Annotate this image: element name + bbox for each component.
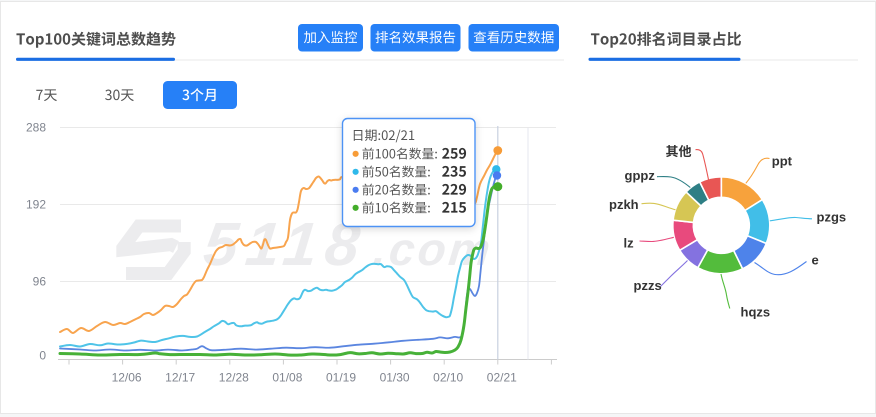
svg-text:192: 192: [26, 198, 46, 212]
svg-text:ppt: ppt: [772, 154, 793, 169]
svg-text:96: 96: [33, 275, 47, 289]
svg-text:288: 288: [26, 121, 46, 135]
svg-text:pzkh: pzkh: [609, 197, 639, 212]
svg-text:pzzs: pzzs: [634, 278, 662, 293]
svg-text:gppz: gppz: [625, 168, 656, 183]
svg-text:01/19: 01/19: [326, 371, 356, 385]
svg-text:lz: lz: [624, 236, 635, 251]
svg-text:12/17: 12/17: [165, 371, 195, 385]
svg-text:e: e: [812, 253, 819, 268]
svg-text:0: 0: [39, 349, 46, 363]
svg-text:12/06: 12/06: [112, 371, 142, 385]
svg-text:hqzs: hqzs: [741, 305, 771, 320]
svg-text:02/10: 02/10: [433, 371, 463, 385]
svg-text:01/30: 01/30: [380, 371, 410, 385]
svg-text:12/28: 12/28: [219, 371, 249, 385]
svg-text:pzgs: pzgs: [817, 210, 847, 225]
svg-text:01/08: 01/08: [272, 371, 302, 385]
svg-text:02/21: 02/21: [487, 371, 517, 385]
